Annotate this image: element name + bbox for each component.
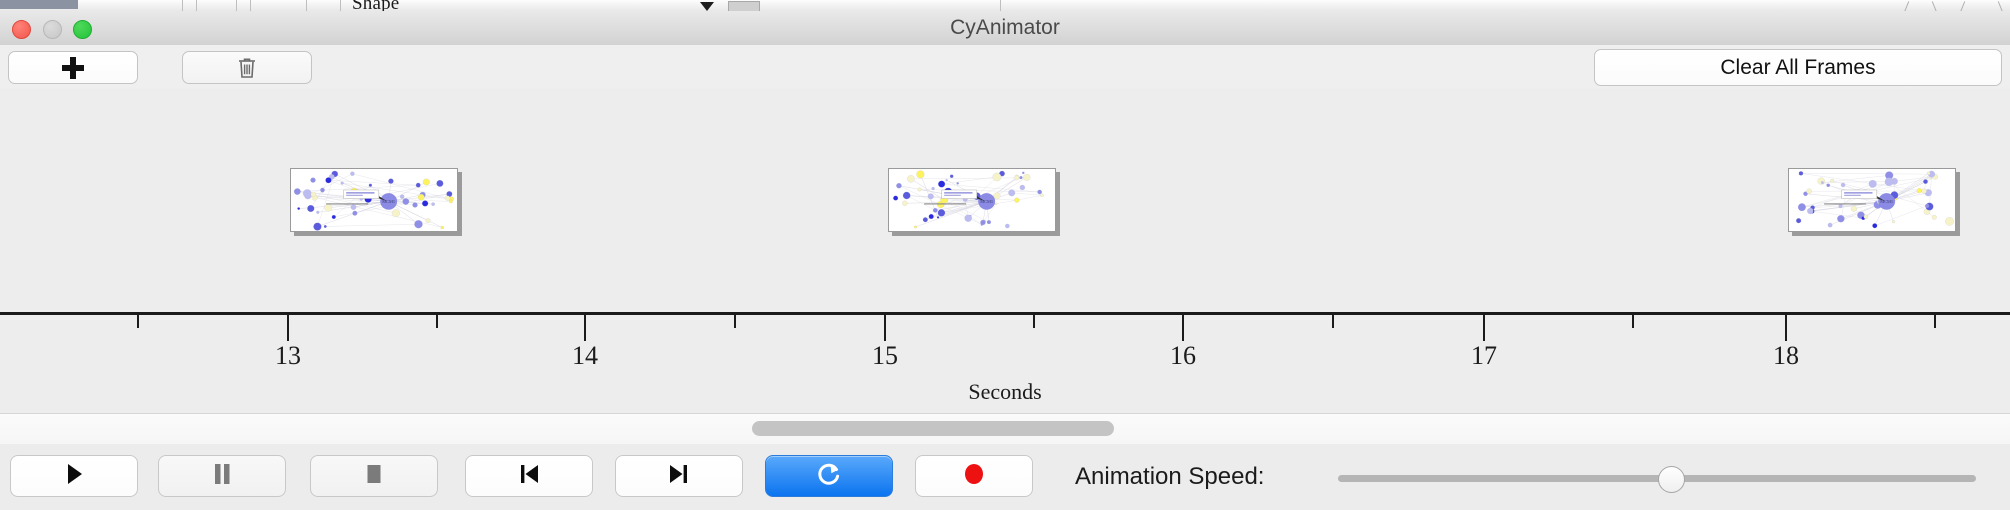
timeline-frame[interactable]: MCM1 [1788, 168, 1956, 232]
axis-tick [1483, 315, 1485, 341]
timeline-scrollbar-thumb[interactable] [752, 421, 1114, 436]
stop-button[interactable] [310, 455, 438, 497]
add-frame-button[interactable] [8, 51, 138, 84]
clear-all-frames-button[interactable]: Clear All Frames [1594, 49, 2002, 86]
play-button[interactable] [10, 455, 138, 497]
axis-tick [1785, 315, 1787, 341]
axis-tick [1934, 315, 1936, 328]
delete-frame-button[interactable] [182, 51, 312, 84]
timeline-frame[interactable]: MCM1 [290, 168, 458, 232]
axis-tick [436, 315, 438, 328]
axis-tick [734, 315, 736, 328]
network-thumbnail: MCM1 [1789, 169, 1955, 231]
minimize-button[interactable] [43, 20, 62, 39]
window-title: CyAnimator [950, 16, 1060, 39]
axis-tick-label: 16 [1170, 341, 1196, 370]
toolbar: Clear All Frames [0, 45, 2010, 90]
axis-tick [1033, 315, 1035, 328]
skip-back-icon [516, 461, 542, 492]
previous-button[interactable] [465, 455, 593, 497]
plus-icon [62, 56, 84, 79]
background-titlebar-fragment [0, 0, 78, 9]
close-button[interactable] [12, 20, 31, 39]
loop-icon [815, 460, 843, 493]
timeline-axis [0, 312, 2010, 315]
record-button[interactable] [915, 455, 1033, 497]
stop-icon [363, 461, 385, 492]
svg-text:MCM1: MCM1 [1880, 199, 1893, 204]
record-icon [961, 461, 987, 492]
axis-tick-label: 17 [1471, 341, 1497, 370]
background-knob [728, 1, 760, 11]
axis-tick [1632, 315, 1634, 328]
background-shape-label: Shape [352, 0, 400, 12]
svg-text:MCM1: MCM1 [382, 199, 395, 204]
axis-tick [1182, 315, 1184, 341]
animation-speed-slider-thumb[interactable] [1657, 466, 1685, 493]
maximize-button[interactable] [73, 20, 92, 39]
animation-speed-label: Animation Speed: [1075, 463, 1265, 490]
next-button[interactable] [615, 455, 743, 497]
trash-icon [239, 58, 255, 78]
axis-tick [884, 315, 886, 341]
axis-tick-label: 15 [872, 341, 898, 370]
clear-all-frames-label: Clear All Frames [1720, 55, 1876, 79]
axis-title: Seconds [968, 379, 1042, 404]
axis-tick-label: 13 [275, 341, 301, 370]
background-arrow-icon [700, 2, 714, 11]
axis-tick [287, 315, 289, 341]
pause-icon [211, 461, 233, 492]
pause-button[interactable] [158, 455, 286, 497]
title-bar[interactable]: CyAnimator [0, 11, 2010, 46]
play-icon [61, 461, 87, 492]
network-thumbnail: MCM1 [291, 169, 457, 231]
playback-controls: Animation Speed: [0, 444, 2010, 510]
axis-tick [1332, 315, 1334, 328]
svg-text:MCM1: MCM1 [980, 199, 993, 204]
axis-tick [137, 315, 139, 328]
skip-fwd-icon [666, 461, 692, 492]
axis-tick-label: 14 [572, 341, 598, 370]
loop-button[interactable] [765, 455, 893, 497]
network-thumbnail: MCM1 [889, 169, 1055, 231]
axis-tick [584, 315, 586, 341]
timeline-scrollbar[interactable] [0, 413, 2010, 445]
timeline-frame[interactable]: MCM1 [888, 168, 1056, 232]
animation-speed-slider[interactable] [1338, 475, 1976, 482]
axis-tick-label: 18 [1773, 341, 1799, 370]
